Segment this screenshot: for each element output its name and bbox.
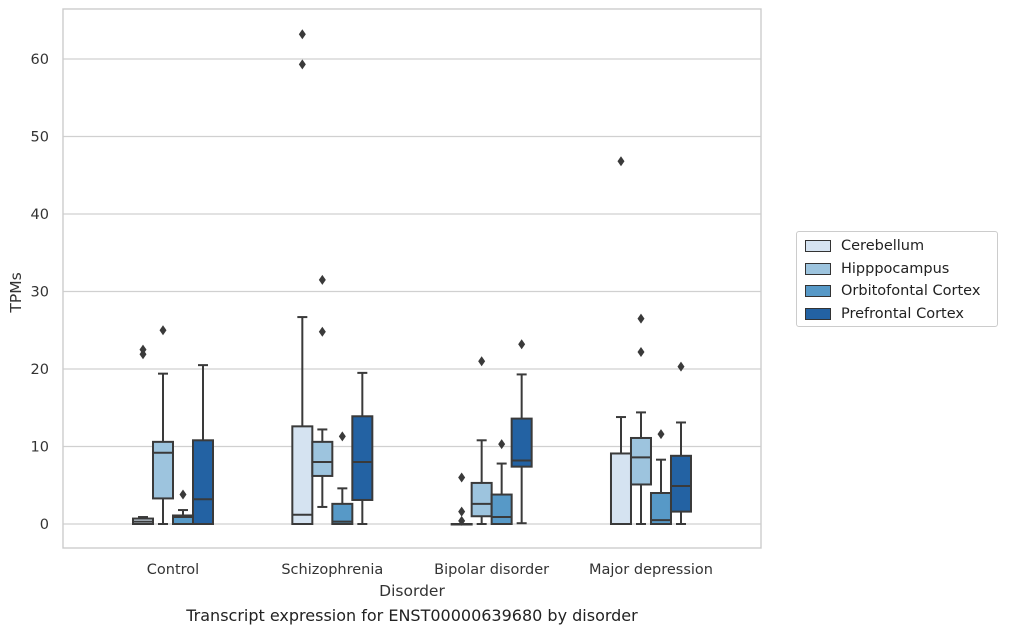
outlier-point <box>179 489 187 500</box>
x-tick-label: Control <box>147 562 199 578</box>
outlier-point <box>478 356 486 367</box>
legend-label: Orbitofontal Cortex <box>841 283 981 300</box>
outlier-point <box>657 429 665 440</box>
outlier-point <box>617 156 625 167</box>
outlier-point <box>139 344 147 355</box>
x-tick-label: Schizophrenia <box>281 562 383 578</box>
outlier-point <box>458 506 466 517</box>
y-tick-label: 10 <box>31 440 49 456</box>
outlier-point <box>498 439 506 450</box>
box <box>331 502 354 526</box>
legend-swatch <box>805 262 831 275</box>
box <box>510 417 533 468</box>
outlier-point <box>518 339 526 350</box>
box <box>490 493 513 525</box>
box <box>629 436 652 486</box>
legend: Cerebellum Hipppocampus Orbitofontal Cor… <box>796 231 998 327</box>
y-tick-label: 50 <box>31 130 49 146</box>
outlier-point <box>458 515 466 526</box>
outlier-point <box>637 313 645 324</box>
outlier-point <box>298 59 306 70</box>
legend-label: Cerebellum <box>841 238 925 255</box>
outlier-point <box>637 346 645 357</box>
outlier-point <box>677 361 685 372</box>
legend-label: Prefrontal Cortex <box>841 305 964 322</box>
x-tick-label: Bipolar disorder <box>434 562 549 578</box>
legend-item: Prefrontal Cortex <box>805 303 989 326</box>
outlier-point <box>298 29 306 40</box>
legend-item: Orbitofontal Cortex <box>805 280 989 303</box>
legend-swatch <box>805 240 831 253</box>
y-axis-label: TPMs <box>7 272 25 313</box>
legend-swatch <box>805 285 831 298</box>
box <box>152 440 174 500</box>
legend-item: Cerebellum <box>805 235 989 258</box>
y-tick-label: 40 <box>31 207 49 223</box>
x-axis-label: Disorder <box>379 582 445 600</box>
box <box>311 440 334 477</box>
box <box>192 439 214 525</box>
box <box>609 452 632 526</box>
legend-label: Hipppocampus <box>841 260 950 277</box>
legend-item: Hipppocampus <box>805 258 989 281</box>
outlier-point <box>159 325 167 336</box>
box <box>291 425 314 526</box>
y-tick-label: 0 <box>40 517 49 533</box>
legend-swatch <box>805 307 831 320</box>
plot-frame <box>62 8 762 549</box>
outlier-point <box>458 472 466 483</box>
box <box>351 415 374 501</box>
y-tick-label: 60 <box>31 52 49 68</box>
box <box>470 481 493 518</box>
box <box>669 454 692 513</box>
x-tick-label: Major depression <box>589 562 713 578</box>
outlier-point <box>338 431 346 442</box>
outlier-point <box>318 274 326 285</box>
figure-caption: Transcript expression for ENST0000063968… <box>186 606 638 625</box>
y-tick-label: 30 <box>31 285 49 301</box>
y-tick-label: 20 <box>31 362 49 378</box>
outlier-point <box>318 326 326 337</box>
